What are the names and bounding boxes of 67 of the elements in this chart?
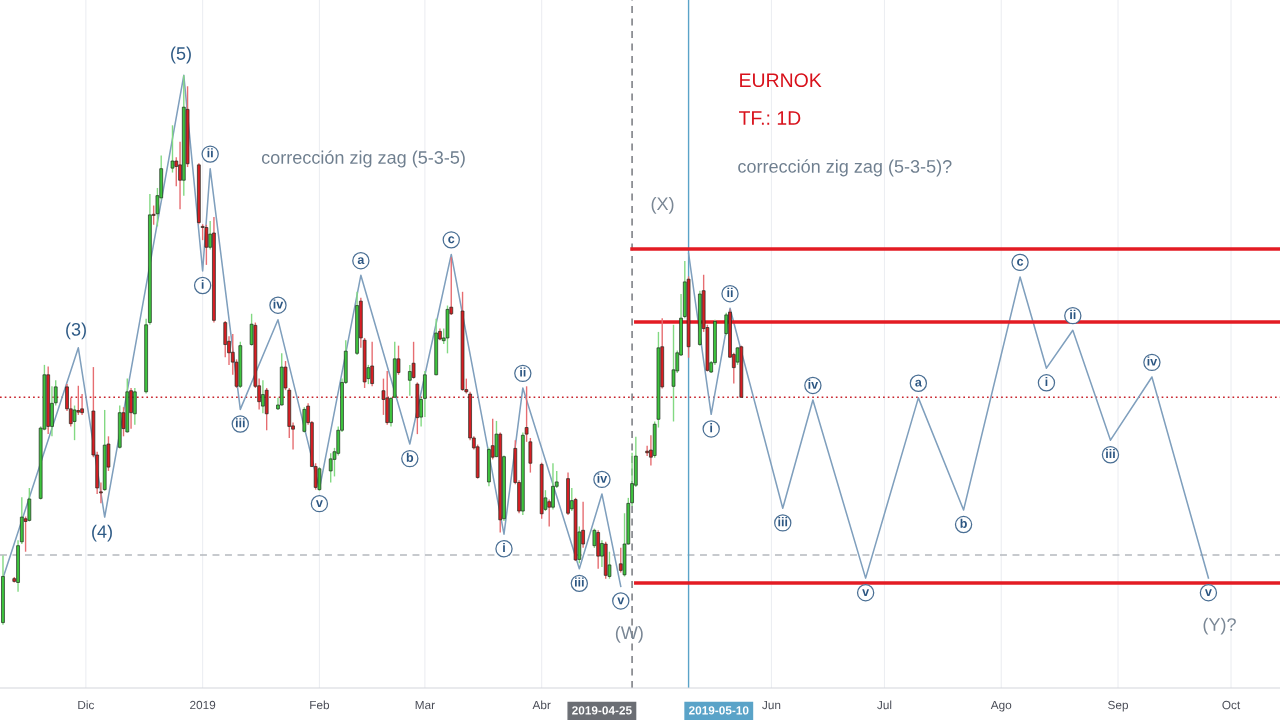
annotation: iv	[273, 299, 284, 309]
candlestick	[618, 547, 623, 574]
candlestick	[261, 379, 265, 414]
annotation: iv	[808, 379, 819, 389]
candlestick	[645, 444, 649, 457]
candlestick	[170, 124, 175, 174]
candlestick	[204, 224, 209, 266]
annotation: iii	[235, 418, 245, 428]
candlestick	[129, 387, 133, 430]
annotation: corrección zig zag (5-3-5)	[261, 150, 465, 168]
candlestick	[370, 341, 374, 388]
annotation: (X)	[651, 196, 674, 214]
candlestick	[302, 406, 307, 434]
annotation: ii	[1070, 309, 1076, 319]
candlestick	[133, 387, 137, 426]
candlestick	[264, 387, 269, 431]
annotation: iii	[575, 577, 584, 587]
x-tick-label: Ago	[990, 700, 1012, 712]
candlestick	[72, 404, 77, 441]
annotation: b	[960, 518, 967, 528]
x-tick-label: Sep	[1108, 700, 1129, 712]
text: (5)	[171, 46, 191, 64]
candlestick	[551, 462, 555, 511]
annotation: ii	[520, 367, 526, 377]
chart-title: EURNOK	[740, 73, 822, 88]
candlestick	[317, 466, 322, 492]
x-tick-label: Jun	[762, 700, 781, 710]
candlestick	[596, 529, 600, 570]
annotation: iii	[778, 517, 788, 527]
candlestick	[671, 324, 676, 423]
x-tick-label: Dic	[78, 700, 95, 710]
x-tick-label: 2019	[190, 700, 216, 710]
annotation: i	[710, 423, 713, 433]
candlestick	[411, 341, 416, 380]
x-tick-label: Jul	[877, 700, 892, 710]
annotation: v	[315, 500, 323, 507]
annotation: i	[503, 542, 505, 552]
annotation: ii	[727, 287, 733, 297]
annotation: a	[915, 379, 922, 387]
candlestick	[408, 364, 412, 397]
annotation: i	[201, 279, 204, 289]
annotation: (Y)?	[1203, 617, 1236, 635]
annotation: iv	[597, 473, 608, 483]
x-tick-label: Abr	[532, 700, 551, 710]
annotation: c	[1017, 258, 1024, 266]
x-tick-label: Feb	[310, 700, 330, 710]
annotation: b	[406, 452, 414, 462]
candlestick	[27, 487, 32, 523]
annotation: a	[357, 257, 365, 265]
annotation: iii	[1106, 448, 1115, 458]
annotation: iv	[1147, 356, 1158, 366]
annotation: (4)	[92, 524, 112, 542]
text: TF.: 1D	[739, 111, 801, 125]
annotation: (W)	[615, 625, 643, 643]
annotation: corrección zig zag (5-3-5)?	[738, 159, 952, 177]
ref-line-label: 2019-04-25	[572, 706, 632, 715]
x-tick-label: Mar	[415, 700, 435, 710]
annotation: ii	[207, 148, 213, 158]
annotation: v	[1205, 589, 1212, 596]
annotation: v	[617, 597, 625, 605]
annotation: (3)	[66, 322, 86, 340]
ref-line-label: 2019-05-10	[688, 706, 749, 715]
annotation: c	[448, 236, 455, 244]
annotation: i	[1045, 376, 1048, 387]
x-tick-label: Oct	[1222, 700, 1241, 710]
candlestick	[328, 452, 333, 484]
annotation: v	[862, 589, 870, 596]
